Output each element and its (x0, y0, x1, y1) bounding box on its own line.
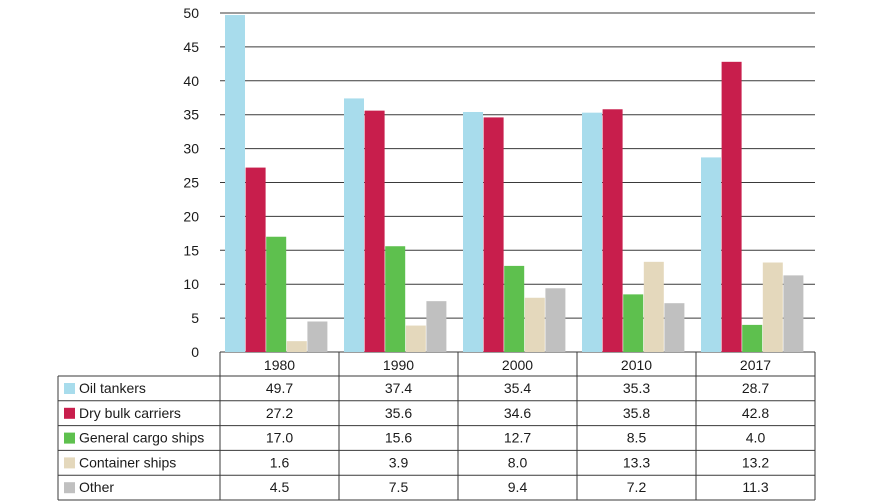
bar (385, 246, 406, 352)
y-tick-label: 50 (183, 5, 199, 21)
data-label: 3.9 (389, 454, 409, 470)
bar (783, 275, 804, 352)
legend-label: Oil tankers (79, 380, 146, 396)
bar (762, 262, 783, 352)
bar (524, 297, 545, 352)
y-tick-label: 15 (183, 242, 199, 258)
bar (742, 324, 763, 352)
bar (602, 109, 623, 352)
data-label: 7.2 (627, 479, 647, 495)
bar (286, 341, 307, 352)
x-category-label: 1990 (383, 357, 414, 373)
gridlines (220, 12, 815, 353)
data-label: 49.7 (266, 380, 293, 396)
bar (266, 236, 287, 352)
bar (344, 98, 364, 352)
bar (483, 117, 504, 352)
data-label: 17.0 (266, 430, 293, 446)
y-tick-label: 10 (183, 276, 199, 292)
y-tick-label: 0 (191, 344, 199, 360)
bar (463, 111, 483, 352)
data-label: 28.7 (742, 380, 769, 396)
bar (504, 265, 525, 352)
bar (225, 15, 245, 353)
y-tick-label: 20 (183, 208, 199, 224)
data-label: 13.3 (623, 454, 650, 470)
bar (582, 112, 602, 352)
x-category-label: 2000 (502, 357, 533, 373)
legend-swatch (64, 482, 75, 494)
bar (545, 288, 566, 352)
data-label: 35.8 (623, 405, 650, 421)
legend-swatch (64, 407, 75, 419)
data-label: 35.6 (385, 405, 412, 421)
bar (245, 167, 266, 352)
bar (364, 110, 385, 353)
data-label: 9.4 (508, 479, 528, 495)
bars (225, 15, 804, 353)
y-tick-label: 35 (183, 107, 199, 123)
data-label: 27.2 (266, 405, 293, 421)
legend-label: Container ships (79, 454, 176, 470)
legend-swatch (64, 383, 75, 394)
y-tick-label: 25 (183, 175, 199, 191)
bar (426, 301, 447, 352)
y-tick-label: 5 (191, 310, 199, 326)
legend-swatch (64, 432, 75, 444)
legend-label: Dry bulk carriers (79, 405, 181, 421)
y-tick-label: 40 (183, 73, 199, 89)
data-label: 1.6 (270, 454, 290, 470)
x-category-label: 1980 (264, 357, 295, 373)
data-label: 42.8 (742, 405, 769, 421)
data-label: 8.0 (508, 454, 528, 470)
data-label: 8.5 (627, 430, 647, 446)
data-table: 1980 1990 2000 2010 2017 Oil tankers 49.7 37.4 3… (57, 352, 816, 501)
data-label: 37.4 (385, 380, 412, 396)
y-axis-tick-labels: 0 5 10 15 20 25 30 35 40 45 50 (183, 5, 199, 360)
data-label: 11.3 (742, 479, 768, 495)
data-label: 35.3 (623, 380, 650, 396)
legend-label: Other (79, 479, 114, 495)
bar (643, 261, 664, 352)
bar (307, 321, 328, 352)
data-label: 4.5 (270, 479, 290, 495)
x-category-label: 2017 (740, 357, 771, 373)
data-label: 34.6 (504, 405, 531, 421)
bar (721, 61, 742, 352)
legend-label: General cargo ships (79, 430, 204, 446)
data-label: 13.2 (742, 454, 769, 470)
y-tick-label: 45 (183, 39, 199, 55)
bar (623, 294, 644, 352)
data-label: 4.0 (746, 430, 766, 446)
bar (405, 325, 426, 352)
data-label: 35.4 (504, 380, 531, 396)
data-label: 7.5 (389, 479, 409, 495)
x-category-label: 2010 (621, 357, 652, 373)
data-label: 15.6 (385, 430, 412, 446)
bar (701, 157, 721, 352)
y-tick-label: 30 (183, 141, 199, 157)
data-label: 12.7 (504, 430, 531, 446)
legend-swatch (64, 457, 75, 469)
bar (664, 303, 685, 352)
